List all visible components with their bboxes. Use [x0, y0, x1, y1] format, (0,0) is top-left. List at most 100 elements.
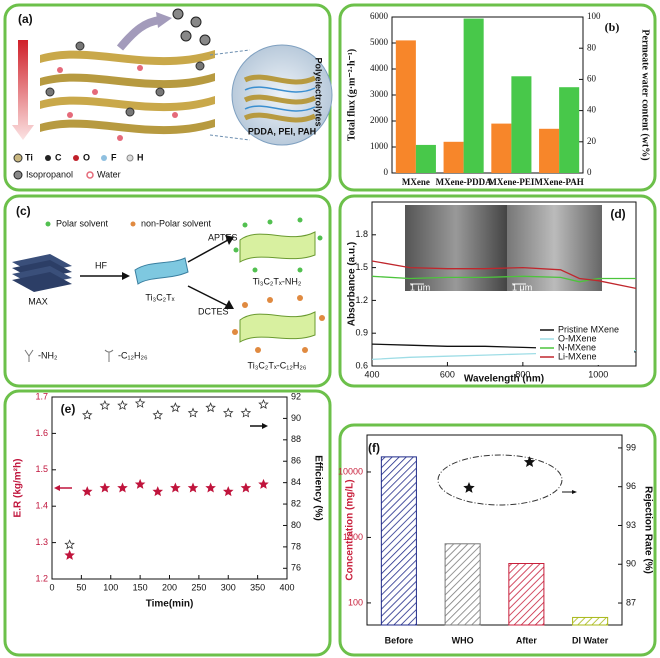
y2-tick-label: 96: [626, 481, 636, 491]
x-tick-label: 1000: [588, 369, 608, 379]
node-label: Ti₃C₂Tₓ-C₁₂H₂₆: [248, 360, 307, 370]
x-tick-label: MXene: [402, 177, 430, 187]
connector: [209, 49, 251, 56]
arrow-head: [156, 12, 172, 28]
arrow-label: HF: [95, 260, 107, 270]
molecules: [172, 8, 211, 46]
x-axis-title: Wavelength (nm): [464, 374, 544, 385]
mxene-flake: [134, 257, 189, 285]
scale-label: 1 μm: [410, 282, 430, 292]
y2-tick-label: 76: [291, 563, 301, 573]
star-marker: [463, 481, 475, 493]
y2-tick-label: 93: [626, 520, 636, 530]
star-marker: [170, 482, 181, 493]
arrow-head: [122, 272, 130, 280]
chart: (d) 0.6 0.9 1.2 1.5 1.8 400 600 800 1000 Absorbanc…: [347, 201, 637, 385]
y-tick-label: 5000: [370, 37, 389, 47]
y2-tick-label: 92: [291, 391, 301, 401]
y2-tick-label: 90: [291, 413, 301, 423]
y-tick-label: 0: [384, 167, 389, 177]
star-marker: [64, 549, 75, 560]
panel-label: (f): [368, 441, 380, 455]
bar: [443, 141, 464, 173]
inset-image: [507, 205, 602, 291]
icon: [104, 349, 114, 362]
legend-label: Li-MXene: [558, 351, 597, 361]
arrow: [187, 285, 229, 307]
star-marker: [81, 409, 93, 420]
y-tick-label: 1.2: [35, 573, 48, 583]
arrow-head: [224, 300, 234, 309]
x-tick-label: MXene-PAH: [534, 177, 583, 187]
line: [371, 260, 637, 290]
panel-label: (c): [16, 204, 31, 218]
bar: [572, 616, 609, 626]
y-tick-label: 4000: [370, 63, 389, 73]
diagram-a: (a) Polyelectrolytes PDDA, PEI, PAH Ti C…: [12, 8, 333, 180]
arrow: [187, 239, 229, 263]
x-tick-label: MXene-PEI: [488, 177, 534, 187]
legend-label: O: [83, 152, 90, 162]
star-marker: [205, 482, 216, 493]
y-tick-label: 1.5: [355, 262, 368, 272]
y2-tick-label: 100: [587, 11, 601, 21]
node-label: Ti₃C₂Tₓ-NH₂: [253, 276, 302, 286]
y2-axis-title: Permeate water content (wt%): [640, 29, 651, 160]
arrow-label: APTES: [208, 232, 238, 242]
y2-tick-label: 99: [626, 442, 636, 452]
y-tick-label: 100: [348, 597, 363, 607]
legend-label: F: [111, 152, 117, 162]
y2-tick-label: 86: [291, 456, 301, 466]
x-tick-label: 250: [191, 582, 206, 592]
bar: [380, 456, 417, 626]
chart: (e) 1.2 1.3 1.4 1.5 1.6 1.7 76 78 80 82 84 86 88 90 92 0…: [13, 391, 324, 609]
legend-box: [536, 325, 634, 365]
star-marker: [205, 402, 216, 413]
inset-layers: [243, 74, 317, 123]
star-marker: [117, 400, 128, 411]
star-marker: [81, 486, 93, 497]
y-tick-label: 6000: [370, 11, 389, 21]
y2-tick-label: 82: [291, 498, 301, 508]
x-tick-label: DI Water: [572, 635, 609, 645]
star-marker: [258, 398, 269, 409]
max-stack: [12, 254, 72, 292]
x-tick-label: 50: [76, 582, 86, 592]
y2-tick-label: 20: [587, 136, 597, 146]
legend-label: -C₁₂H₂₆: [118, 350, 148, 360]
legend-label: Isopropanol: [26, 169, 73, 179]
x-tick-label: 150: [133, 582, 148, 592]
panel-border: [338, 423, 657, 657]
star-marker: [222, 486, 234, 497]
arrow: [116, 16, 161, 51]
y2-tick-label: 90: [626, 559, 636, 569]
arrow: [12, 40, 34, 140]
y-tick-label: 1.4: [35, 501, 48, 511]
star-marker: [152, 486, 164, 497]
y-tick-label: 3000: [370, 89, 389, 99]
inset-caption: PDDA, PEI, PAH: [248, 126, 316, 136]
chart: (f) 100 1000 10000 87 90 93 96 99 Concentration (…: [338, 434, 653, 645]
node-label: Ti₃C₂Tₓ: [145, 292, 174, 302]
x-tick-label: After: [516, 635, 537, 645]
legend-label: Pristine MXene: [558, 324, 619, 334]
icon: [24, 349, 34, 362]
star-marker: [222, 407, 234, 418]
legend-label: H: [137, 152, 144, 162]
y-tick-label: 1.3: [35, 537, 48, 547]
legend-label: -NH₂: [38, 350, 58, 360]
inset-title: Polyelectrolytes: [314, 57, 324, 126]
layers: [40, 41, 215, 141]
y-tick-label: 1.2: [355, 295, 368, 305]
x-tick-label: 300: [221, 582, 236, 592]
x-tick-label: 800: [515, 369, 530, 379]
star-marker: [99, 482, 111, 493]
star-marker: [187, 482, 199, 493]
star-marker: [187, 407, 199, 418]
y2-axis-title: Efficiency (%): [312, 455, 323, 521]
star-marker: [523, 456, 536, 467]
chart: (b) 0 1000 2000 3000 4000 5000 6000 0 20 40 60 80 100…: [346, 11, 650, 187]
star-marker: [240, 407, 252, 418]
diagram-c: (c) Polar solvent non-Polar solvent MAX …: [12, 204, 325, 370]
